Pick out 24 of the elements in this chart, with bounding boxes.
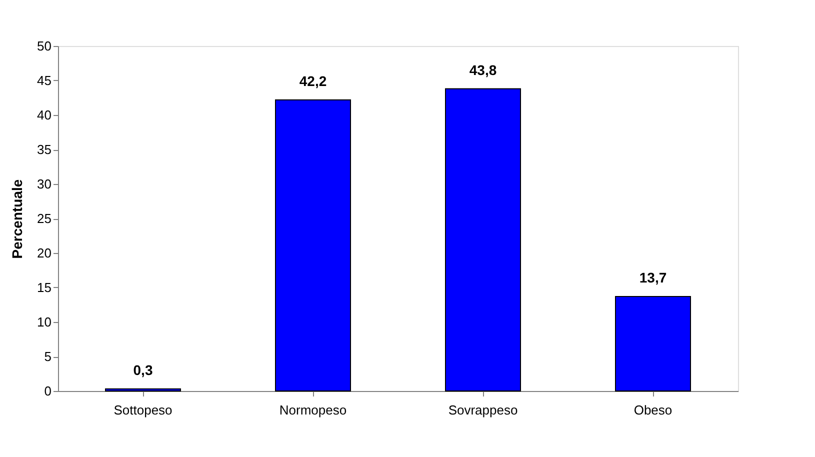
y-tick-label: 45 (37, 73, 52, 88)
y-axis-title: Percentuale (9, 179, 26, 259)
y-tick-label: 5 (44, 349, 52, 364)
bar (445, 88, 521, 392)
y-tick-label: 10 (37, 314, 52, 330)
y-tick-label: 15 (37, 280, 52, 295)
bar (275, 99, 351, 392)
data-label: 43,8 (469, 62, 497, 78)
x-tick-label: Obeso (634, 402, 672, 418)
x-tick-label: Sovrappeso (448, 402, 518, 418)
data-label: 0,3 (133, 362, 153, 378)
y-tick-label: 20 (37, 246, 52, 260)
y-tick-label: 0 (44, 384, 52, 398)
data-label: 42,2 (299, 72, 327, 89)
y-tick-label: 35 (37, 142, 52, 157)
y-tick-label: 50 (37, 38, 52, 54)
y-tick-label: 30 (37, 176, 52, 192)
bar (615, 296, 691, 392)
x-tick-label: Sottopeso (114, 402, 172, 418)
y-tick-label: 40 (37, 108, 52, 122)
x-tick-label: Normopeso (279, 402, 347, 418)
bar (105, 388, 181, 392)
y-tick-label: 25 (37, 211, 52, 226)
data-label: 13,7 (639, 269, 667, 286)
